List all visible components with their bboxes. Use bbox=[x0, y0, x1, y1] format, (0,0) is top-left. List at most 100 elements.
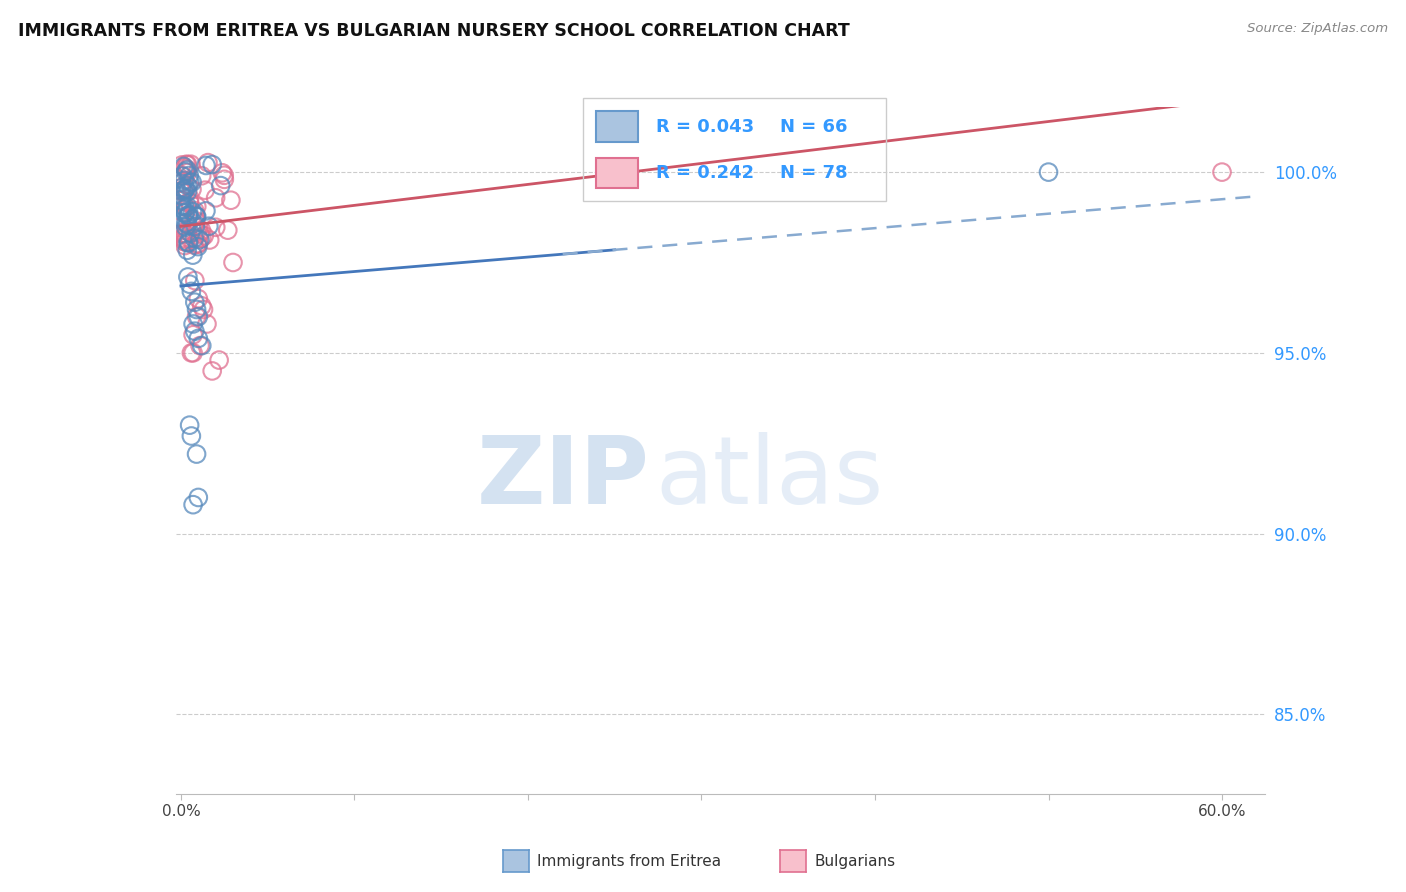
Point bbox=[184, 324, 207, 338]
Point bbox=[179, 195, 201, 210]
Point bbox=[188, 338, 211, 352]
Text: N = 78: N = 78 bbox=[780, 164, 848, 182]
Point bbox=[179, 277, 201, 292]
Point bbox=[212, 169, 235, 183]
Point bbox=[177, 209, 200, 223]
Point bbox=[194, 203, 217, 218]
Point bbox=[208, 353, 231, 368]
Point bbox=[181, 498, 204, 512]
Point bbox=[179, 226, 201, 240]
Point bbox=[198, 219, 221, 234]
Point bbox=[174, 235, 197, 249]
Point bbox=[193, 302, 215, 317]
Point bbox=[211, 166, 233, 180]
Text: Source: ZipAtlas.com: Source: ZipAtlas.com bbox=[1247, 22, 1388, 36]
Point bbox=[181, 317, 204, 331]
Point bbox=[187, 331, 209, 345]
Point bbox=[184, 219, 207, 234]
Point bbox=[184, 208, 207, 222]
Point bbox=[209, 178, 232, 193]
Point bbox=[180, 285, 202, 299]
Point bbox=[191, 231, 214, 245]
Point bbox=[173, 173, 195, 187]
Point bbox=[177, 235, 200, 250]
Point bbox=[183, 219, 205, 234]
Point bbox=[180, 429, 202, 443]
Point bbox=[173, 232, 195, 246]
Point bbox=[181, 204, 204, 219]
Point bbox=[170, 199, 193, 213]
FancyBboxPatch shape bbox=[596, 158, 638, 188]
Point bbox=[184, 214, 207, 228]
Point bbox=[201, 364, 224, 378]
Point bbox=[181, 182, 204, 196]
Point bbox=[174, 216, 197, 230]
Point bbox=[172, 231, 194, 245]
Point bbox=[172, 184, 194, 198]
Point bbox=[181, 327, 204, 342]
Point bbox=[173, 161, 195, 175]
Point bbox=[170, 194, 193, 208]
Point bbox=[186, 447, 208, 461]
Point bbox=[179, 194, 201, 209]
Point bbox=[1211, 165, 1233, 179]
Point bbox=[191, 299, 214, 313]
Point bbox=[170, 211, 193, 226]
Text: Bulgarians: Bulgarians bbox=[814, 855, 896, 869]
Text: IMMIGRANTS FROM ERITREA VS BULGARIAN NURSERY SCHOOL CORRELATION CHART: IMMIGRANTS FROM ERITREA VS BULGARIAN NUR… bbox=[18, 22, 851, 40]
FancyBboxPatch shape bbox=[596, 112, 638, 142]
Point bbox=[176, 163, 198, 178]
Text: R = 0.043: R = 0.043 bbox=[657, 118, 754, 136]
Point bbox=[195, 317, 218, 331]
Text: N = 66: N = 66 bbox=[780, 118, 848, 136]
Point bbox=[177, 235, 200, 250]
Point bbox=[198, 233, 221, 247]
Point bbox=[187, 310, 209, 324]
Point bbox=[176, 158, 198, 172]
Point bbox=[188, 227, 211, 241]
Point bbox=[184, 295, 207, 310]
Point bbox=[177, 209, 200, 223]
Point bbox=[176, 224, 198, 238]
Point bbox=[186, 302, 208, 317]
Point bbox=[197, 155, 219, 169]
Point bbox=[179, 232, 201, 246]
Point bbox=[204, 191, 226, 205]
Point bbox=[172, 226, 194, 240]
Point bbox=[176, 244, 198, 258]
Point bbox=[174, 220, 197, 235]
Point bbox=[170, 180, 193, 194]
Point bbox=[170, 193, 193, 207]
Point bbox=[187, 231, 209, 245]
Point bbox=[183, 238, 205, 252]
Point bbox=[188, 233, 211, 247]
Point bbox=[219, 193, 242, 207]
Point bbox=[194, 183, 217, 197]
Point bbox=[177, 269, 200, 284]
Point bbox=[170, 180, 193, 194]
Point bbox=[176, 165, 198, 179]
Point bbox=[187, 239, 209, 253]
Point bbox=[186, 310, 208, 324]
Point bbox=[190, 223, 212, 237]
Point bbox=[176, 199, 198, 213]
Point bbox=[176, 162, 198, 177]
Point bbox=[190, 169, 212, 183]
Point bbox=[170, 205, 193, 219]
Point bbox=[174, 182, 197, 196]
Point bbox=[172, 202, 194, 217]
Point bbox=[174, 205, 197, 219]
Point bbox=[204, 220, 226, 235]
Point bbox=[191, 338, 214, 352]
Point bbox=[173, 160, 195, 174]
Point bbox=[1038, 165, 1060, 179]
Point bbox=[186, 237, 208, 252]
Point bbox=[181, 346, 204, 360]
Point bbox=[176, 223, 198, 237]
Point bbox=[179, 169, 201, 183]
Text: R = 0.242: R = 0.242 bbox=[657, 164, 754, 182]
Point bbox=[184, 274, 207, 288]
Point bbox=[174, 227, 197, 241]
Point bbox=[173, 199, 195, 213]
Point bbox=[179, 418, 201, 433]
